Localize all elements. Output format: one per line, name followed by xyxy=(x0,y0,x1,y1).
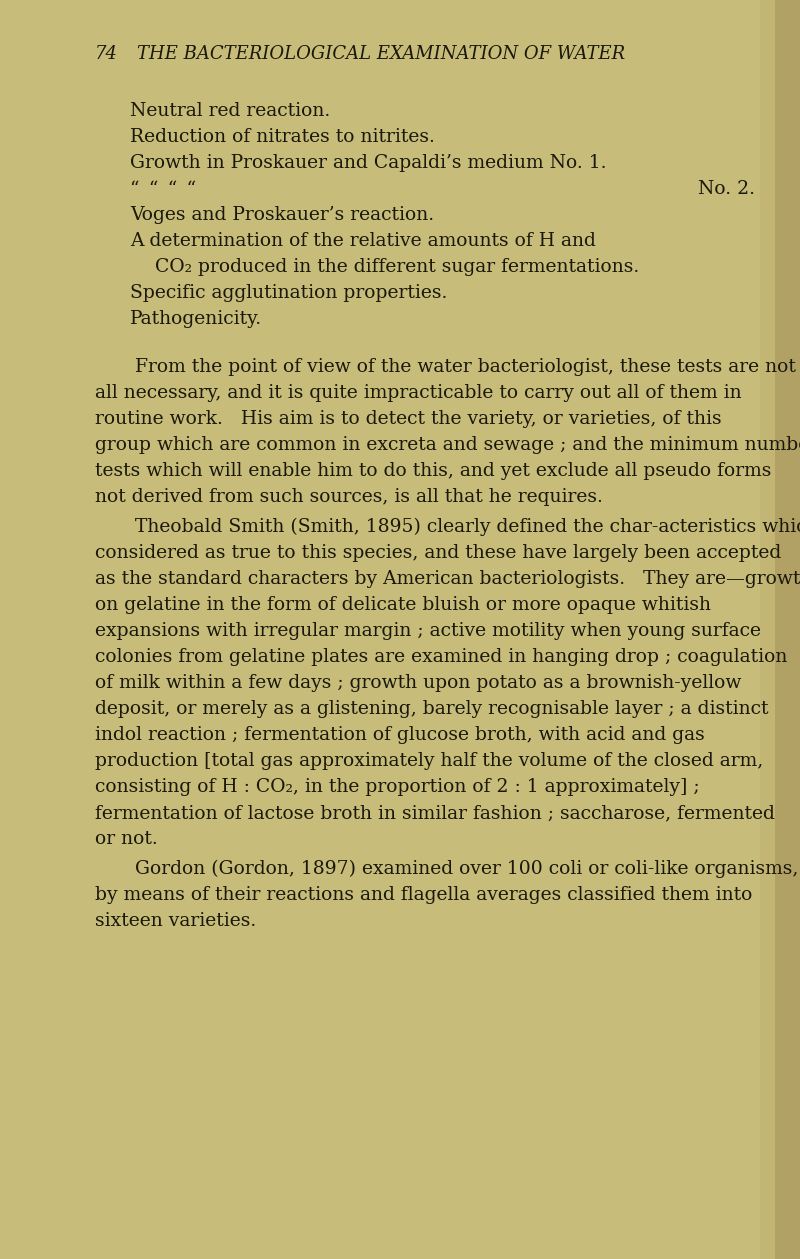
Text: No. 2.: No. 2. xyxy=(698,180,755,198)
Text: THE BACTERIOLOGICAL EXAMINATION OF WATER: THE BACTERIOLOGICAL EXAMINATION OF WATER xyxy=(137,45,625,63)
Text: tests which will enable him to do this, and yet exclude all pseudo forms: tests which will enable him to do this, … xyxy=(95,462,771,480)
Text: Gordon (Gordon, 1897) examined over 100 coli or coli-like organisms, and: Gordon (Gordon, 1897) examined over 100 … xyxy=(135,860,800,879)
Text: Specific agglutination properties.: Specific agglutination properties. xyxy=(130,285,447,302)
Text: Voges and Proskauer’s reaction.: Voges and Proskauer’s reaction. xyxy=(130,206,434,224)
Text: colonies from gelatine plates are examined in hanging drop ; coagulation: colonies from gelatine plates are examin… xyxy=(95,648,787,666)
Text: group which are common in excreta and sewage ; and the minimum number of: group which are common in excreta and se… xyxy=(95,436,800,454)
Text: A determination of the relative amounts of H and: A determination of the relative amounts … xyxy=(130,232,596,251)
Text: production [total gas approximately half the volume of the closed arm,: production [total gas approximately half… xyxy=(95,752,763,771)
Text: “ “ “ “: “ “ “ “ xyxy=(130,180,196,198)
Bar xyxy=(775,0,800,1259)
Text: Theobald Smith (Smith, 1895) clearly defined the char-acteristics which he: Theobald Smith (Smith, 1895) clearly def… xyxy=(135,517,800,536)
Text: Neutral red reaction.: Neutral red reaction. xyxy=(130,102,330,120)
Text: considered as true to this species, and these have largely been accepted: considered as true to this species, and … xyxy=(95,544,782,562)
Text: all necessary, and it is quite impracticable to carry out all of them in: all necessary, and it is quite impractic… xyxy=(95,384,742,402)
Text: sixteen varieties.: sixteen varieties. xyxy=(95,912,256,930)
Text: CO₂ produced in the different sugar fermentations.: CO₂ produced in the different sugar ferm… xyxy=(155,258,639,276)
Text: of milk within a few days ; growth upon potato as a brownish-yellow: of milk within a few days ; growth upon … xyxy=(95,674,742,692)
Text: consisting of H : CO₂, in the proportion of 2 : 1 approximately] ;: consisting of H : CO₂, in the proportion… xyxy=(95,778,700,796)
Text: indol reaction ; fermentation of glucose broth, with acid and gas: indol reaction ; fermentation of glucose… xyxy=(95,726,705,744)
Text: on gelatine in the form of delicate bluish or more opaque whitish: on gelatine in the form of delicate blui… xyxy=(95,596,711,614)
Text: fermentation of lactose broth in similar fashion ; saccharose, fermented: fermentation of lactose broth in similar… xyxy=(95,805,775,822)
Text: Reduction of nitrates to nitrites.: Reduction of nitrates to nitrites. xyxy=(130,128,435,146)
Text: 74: 74 xyxy=(95,45,118,63)
Text: or not.: or not. xyxy=(95,830,158,849)
Text: as the standard characters by American bacteriologists.   They are—growth: as the standard characters by American b… xyxy=(95,570,800,588)
Text: routine work.   His aim is to detect the variety, or varieties, of this: routine work. His aim is to detect the v… xyxy=(95,410,722,428)
Text: Pathogenicity.: Pathogenicity. xyxy=(130,310,262,329)
Text: Growth in Proskauer and Capaldi’s medium No. 1.: Growth in Proskauer and Capaldi’s medium… xyxy=(130,154,606,172)
Text: expansions with irregular margin ; active motility when young surface: expansions with irregular margin ; activ… xyxy=(95,622,761,640)
Text: From the point of view of the water bacteriologist, these tests are not: From the point of view of the water bact… xyxy=(135,358,796,376)
Bar xyxy=(760,0,775,1259)
Text: deposit, or merely as a glistening, barely recognisable layer ; a distinct: deposit, or merely as a glistening, bare… xyxy=(95,700,769,718)
Text: by means of their reactions and flagella averages classified them into: by means of their reactions and flagella… xyxy=(95,886,752,904)
Text: not derived from such sources, is all that he requires.: not derived from such sources, is all th… xyxy=(95,488,603,506)
